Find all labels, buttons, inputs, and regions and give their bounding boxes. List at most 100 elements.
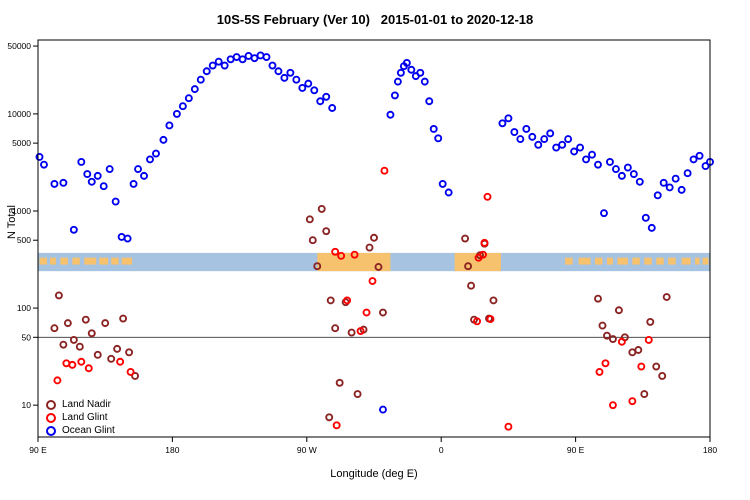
- point-ocean-glint: [140, 171, 148, 180]
- map-band-island: [656, 257, 664, 265]
- point-ocean-glint: [552, 143, 561, 152]
- point-ocean-glint: [83, 170, 92, 179]
- x-axis-label: Longitude (deg E): [330, 468, 418, 480]
- x-tick-label: 90 E: [567, 445, 585, 455]
- point-ocean-glint: [677, 185, 686, 194]
- point-land-glint: [644, 335, 653, 344]
- point-ocean-glint: [298, 84, 307, 92]
- point-land-nadir: [608, 335, 617, 343]
- legend-label: Ocean Glint: [62, 425, 115, 436]
- point-ocean-glint: [268, 61, 277, 70]
- point-land-glint: [356, 327, 365, 335]
- point-land-glint: [332, 421, 341, 430]
- point-land-nadir: [646, 317, 655, 326]
- point-land-nadir: [634, 346, 643, 354]
- point-ocean-glint: [50, 179, 59, 188]
- point-land-glint: [617, 337, 626, 346]
- point-ocean-glint: [689, 155, 698, 164]
- point-ocean-glint: [196, 75, 205, 84]
- point-land-glint: [628, 397, 637, 406]
- point-land-nadir: [54, 291, 63, 300]
- point-ocean-glint: [623, 163, 632, 172]
- point-ocean-glint: [202, 67, 211, 76]
- point-ocean-glint: [250, 54, 259, 63]
- point-ocean-glint: [35, 153, 44, 161]
- point-land-nadir: [50, 324, 59, 333]
- point-land-nadir: [305, 215, 314, 224]
- point-ocean-glint: [588, 150, 596, 159]
- point-land-glint: [473, 317, 481, 326]
- legend: Land Nadir Land Glint Ocean Glint: [46, 398, 115, 437]
- legend-item-land-glint: Land Glint: [46, 411, 115, 424]
- point-ocean-glint: [146, 155, 154, 164]
- point-land-nadir: [365, 243, 374, 252]
- chart-title: 10S-5S February (Ver 10) 2015-01-01 to 2…: [216, 12, 534, 27]
- x-tick-label: 90 E: [29, 445, 47, 455]
- y-tick-label: 500: [17, 235, 31, 245]
- point-land-glint: [380, 166, 389, 175]
- point-ocean-glint: [444, 188, 453, 197]
- point-ocean-glint: [87, 177, 96, 186]
- point-ocean-glint: [498, 119, 507, 128]
- point-ocean-glint: [379, 405, 387, 414]
- map-band-island: [111, 257, 119, 265]
- map-band-island: [121, 257, 133, 265]
- point-ocean-glint: [93, 171, 102, 180]
- point-ocean-glint: [402, 58, 411, 67]
- point-land-nadir: [81, 315, 90, 324]
- point-ocean-glint: [310, 86, 319, 95]
- point-ocean-glint: [304, 79, 313, 88]
- point-land-nadir: [313, 262, 322, 271]
- point-land-nadir: [640, 390, 649, 399]
- point-ocean-glint: [605, 157, 614, 166]
- point-ocean-glint: [540, 135, 549, 144]
- point-ocean-glint: [504, 114, 513, 123]
- point-ocean-glint: [665, 183, 674, 192]
- point-land-glint: [483, 192, 492, 201]
- point-ocean-glint: [594, 160, 602, 169]
- y-tick-label: 50: [22, 332, 32, 342]
- x-tick-label: 180: [703, 445, 717, 455]
- map-band-island: [565, 257, 573, 265]
- point-land-nadir: [652, 362, 661, 371]
- point-ocean-glint: [386, 110, 395, 119]
- point-ocean-glint: [641, 213, 650, 222]
- point-ocean-glint: [564, 135, 573, 144]
- point-ocean-glint: [582, 155, 591, 164]
- map-band-island: [49, 257, 56, 265]
- point-ocean-glint: [393, 77, 402, 86]
- point-land-glint: [53, 376, 62, 385]
- point-ocean-glint: [292, 75, 301, 84]
- point-land-nadir: [379, 308, 387, 317]
- map-band-island: [695, 257, 700, 265]
- map-band-island: [606, 257, 613, 265]
- point-ocean-glint: [671, 174, 680, 183]
- point-land-nadir: [658, 371, 667, 380]
- point-land-nadir: [69, 335, 78, 344]
- point-ocean-glint: [184, 94, 193, 103]
- point-ocean-glint: [280, 73, 289, 82]
- point-land-glint: [595, 367, 604, 376]
- point-land-nadir: [603, 331, 611, 340]
- point-ocean-glint: [635, 177, 644, 186]
- y-tick-label: 10: [22, 400, 32, 410]
- point-land-nadir: [59, 340, 68, 349]
- y-tick-label: 5000: [12, 138, 31, 148]
- point-ocean-glint: [611, 165, 620, 174]
- point-ocean-glint: [220, 61, 229, 70]
- point-land-glint: [126, 367, 135, 376]
- point-land-nadir: [335, 378, 344, 387]
- point-ocean-glint: [165, 121, 174, 130]
- point-land-nadir: [113, 344, 122, 353]
- legend-label: Land Nadir: [62, 399, 111, 410]
- point-land-nadir: [594, 294, 602, 303]
- point-land-nadir: [308, 236, 317, 245]
- point-ocean-glint: [214, 57, 223, 66]
- map-band-island: [39, 257, 47, 265]
- point-land-nadir: [461, 234, 470, 243]
- map-band-island: [84, 257, 97, 265]
- point-land-glint: [77, 357, 86, 366]
- y-tick-label: 100: [17, 303, 31, 313]
- point-ocean-glint: [172, 109, 181, 118]
